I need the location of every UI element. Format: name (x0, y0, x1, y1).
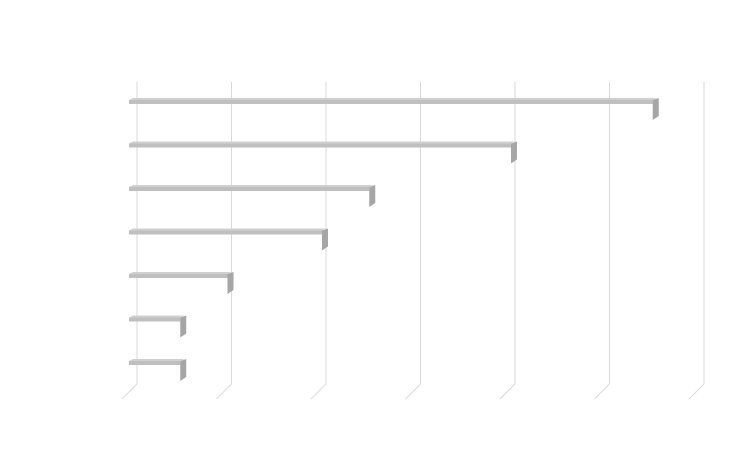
bar-front-face (129, 230, 322, 235)
bar-front-face (129, 274, 228, 278)
bar-side-face (180, 359, 187, 381)
bar-side-face (369, 185, 376, 207)
bar (129, 359, 187, 381)
bar-side-face (652, 98, 659, 120)
bar-front-face (129, 361, 181, 365)
bar (129, 228, 328, 251)
gridline-depth (216, 383, 232, 400)
bar-front-face (129, 143, 511, 148)
bar-front-face (129, 187, 370, 191)
bar-top-face (129, 185, 374, 187)
bar (129, 141, 517, 164)
gridline-depth (405, 383, 421, 400)
bar-top-face (129, 315, 185, 318)
bar-side-face (511, 141, 517, 164)
bar-side-face (322, 228, 328, 251)
gridline-depth (688, 383, 705, 400)
bar-top-face (129, 141, 515, 144)
bar-top-face (129, 98, 657, 100)
gridline-depth (121, 383, 138, 400)
gridlines (121, 82, 705, 400)
gridline-depth (310, 383, 327, 400)
bar (129, 98, 659, 120)
gridline-depth (499, 383, 516, 400)
bar-top-face (129, 359, 185, 361)
bar (129, 315, 187, 338)
bar-top-face (129, 272, 232, 274)
bar-side-face (227, 272, 234, 294)
bar-front-face (129, 317, 181, 322)
bar (129, 185, 376, 207)
bar-top-face (129, 228, 326, 231)
bars (129, 98, 659, 381)
bar-side-face (180, 315, 187, 338)
bar (129, 272, 234, 294)
gridline-depth (594, 383, 610, 400)
bar-front-face (129, 100, 653, 104)
